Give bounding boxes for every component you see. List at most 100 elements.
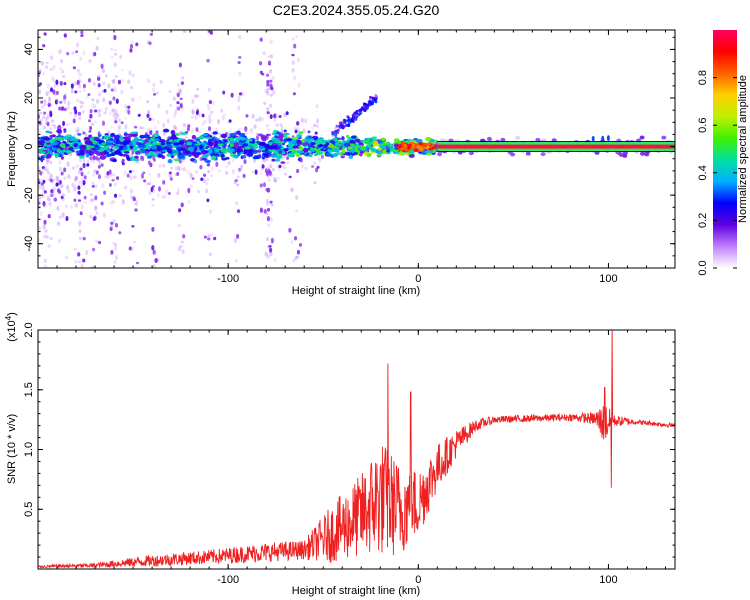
spectrogram-cell	[90, 156, 94, 162]
spectrogram-cell	[309, 138, 315, 142]
spectrogram-cell	[58, 160, 62, 165]
spectrogram-cell	[121, 162, 125, 166]
spectrogram-cell	[60, 106, 65, 111]
spectrogram-cell	[134, 203, 138, 206]
spectrogram-cell	[200, 177, 204, 181]
spectrogram-cell	[292, 145, 298, 149]
spectrogram-cell	[237, 148, 244, 153]
spectrogram-cell	[295, 194, 299, 200]
spectrogram-cell	[173, 158, 180, 162]
spectrogram-cell	[343, 142, 351, 147]
spectrogram-cell	[41, 193, 45, 199]
spectrogram-cell	[525, 151, 531, 156]
spectrogram-cell	[112, 199, 116, 204]
spectrogram-cell	[157, 153, 163, 158]
spectrogram-cell	[64, 146, 68, 151]
spectrogram-cell	[119, 141, 124, 145]
spectrogram-cell	[190, 128, 194, 134]
spectrogram-cell	[78, 180, 82, 185]
spectrogram-cell	[238, 127, 242, 131]
spectrogram-cell	[135, 261, 140, 265]
spectrogram-cell	[85, 149, 93, 155]
spectrogram-cell	[60, 183, 63, 189]
spectrogram-cell	[254, 169, 258, 175]
spectrogram-cell	[225, 171, 229, 175]
spectrogram-cell	[65, 216, 69, 222]
spectrogram-cell	[128, 170, 132, 174]
spectrogram-cell	[231, 168, 235, 175]
spectrogram-cell	[271, 76, 275, 81]
spectrogram-cell	[269, 252, 273, 257]
spectrogram-cell	[66, 161, 70, 167]
colorbar-gradient	[713, 30, 737, 268]
spectrogram-cell	[264, 251, 268, 257]
spectrogram-cell	[104, 175, 108, 179]
spectrogram-cell	[97, 240, 102, 245]
spectrogram-cell	[49, 237, 53, 241]
spectrogram-cell	[93, 136, 100, 140]
spectrogram-cell	[91, 185, 95, 188]
spectrogram-cell	[63, 93, 67, 96]
tick-label: 0.0	[697, 260, 709, 275]
spectrogram-cell	[591, 135, 595, 142]
spectrogram-cell	[297, 140, 303, 145]
spectrogram-cell	[430, 138, 435, 143]
spectrogram-cell	[540, 152, 546, 157]
spectrogram-cell	[209, 110, 213, 115]
tick-label: 0.6	[697, 118, 709, 133]
spectrogram-cell	[337, 137, 342, 141]
spectrogram-cell	[103, 190, 107, 195]
spectrogram-cell	[38, 67, 42, 72]
spectrogram-cell	[242, 154, 247, 159]
spectrogram-cell	[238, 56, 242, 59]
spectrogram-cell	[148, 190, 152, 196]
spectrogram-cell	[187, 124, 191, 128]
spectrogram-cell	[61, 184, 65, 188]
spectrogram-cell	[265, 124, 269, 128]
spectrogram-cell	[43, 111, 47, 115]
tick-label: 0.8	[697, 70, 709, 85]
spectrogram-cell	[267, 128, 271, 132]
spectrogram-cell	[55, 175, 59, 181]
spectrogram-cell	[98, 92, 102, 97]
spectrogram-cell	[156, 119, 160, 125]
spectrogram-cell	[82, 258, 86, 263]
spectrogram-cell	[114, 109, 118, 114]
spectrogram-cell	[51, 190, 55, 197]
spectrogram-cell	[104, 107, 108, 112]
spectrogram-cell	[307, 130, 311, 134]
spectrogram-cell	[191, 177, 195, 180]
spectrogram-cell	[152, 118, 155, 121]
spectrogram-cell	[182, 122, 186, 128]
spectrogram-cell	[413, 143, 420, 147]
spectrogram-cell	[120, 78, 124, 82]
spectrogram-cell	[236, 183, 240, 187]
spectrogram-cell	[42, 44, 46, 48]
spectrogram-cell	[218, 139, 222, 144]
spectrogram-cell	[63, 98, 67, 105]
spectrogram-cell	[58, 48, 63, 54]
spectrogram-cell	[316, 165, 320, 169]
spectrogram-cell	[169, 177, 173, 181]
spectrogram-cell	[120, 149, 125, 153]
spectrogram-cell	[269, 200, 273, 204]
spectrogram-cell	[165, 189, 169, 195]
spectrogram-cell	[59, 147, 64, 151]
spectrogram-cell	[95, 45, 99, 51]
spectrogram-cell	[271, 158, 276, 162]
spectrogram-cell	[288, 175, 292, 179]
spectrogram-cell	[43, 99, 47, 104]
spectrogram-cell	[74, 109, 78, 115]
spectrogram-cell	[245, 127, 249, 132]
spectrogram-cell	[52, 89, 56, 95]
spectrogram-cell	[74, 112, 77, 118]
spectrogram-cell	[59, 80, 63, 86]
spectrogram-cell	[262, 182, 267, 188]
spectrogram-cell	[197, 189, 201, 194]
spectrogram-cell	[76, 126, 80, 132]
spectrogram-cell	[266, 87, 270, 91]
spectrogram-cell	[371, 96, 375, 100]
spectrogram-cell	[386, 149, 390, 153]
spectrogram-cell	[91, 98, 95, 102]
spectrogram-cell	[89, 156, 93, 161]
